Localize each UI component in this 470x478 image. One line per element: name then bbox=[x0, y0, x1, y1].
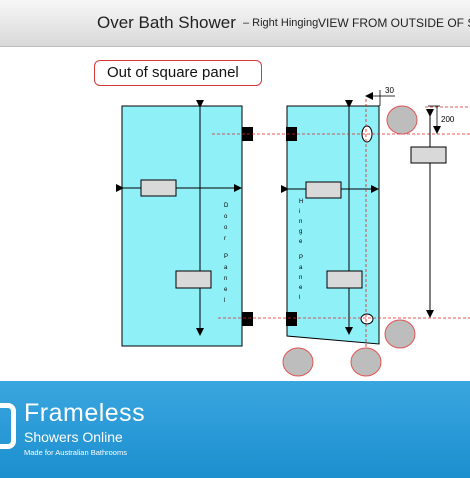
hole-marker-top bbox=[386, 105, 418, 135]
door-label-letter: e bbox=[224, 287, 228, 293]
hinge-label-letter: P bbox=[299, 255, 303, 261]
hinge-bracket-panel-upper bbox=[286, 127, 297, 141]
hinge-label-letter: a bbox=[299, 265, 303, 271]
hole-marker-right-bottom bbox=[384, 319, 416, 349]
page-subtitle: – Right Hinging bbox=[243, 17, 319, 29]
door-label-letter: n bbox=[224, 276, 227, 282]
hinge-label-letter: l bbox=[299, 295, 300, 301]
hinge-label-letter: H bbox=[299, 199, 303, 205]
brand-name: Frameless bbox=[24, 399, 146, 427]
hinge-label-letter: n bbox=[299, 219, 302, 225]
brand-tagline: Made for Australian Bathrooms bbox=[24, 448, 127, 457]
hole-markers bbox=[282, 105, 418, 377]
view-label: VIEW FROM OUTSIDE OF SH bbox=[318, 16, 470, 30]
drill-hole-lower bbox=[360, 313, 374, 325]
page-title: Over Bath Shower bbox=[97, 13, 236, 32]
door-label-letter: a bbox=[224, 265, 228, 271]
door-handle-upper bbox=[140, 179, 177, 197]
door-handle-lower bbox=[175, 270, 212, 289]
door-label-letter: P bbox=[224, 254, 228, 260]
door-label-letter: l bbox=[224, 298, 225, 304]
hole-marker-bottom-left bbox=[282, 347, 314, 377]
hinge-bracket-panel-lower bbox=[286, 312, 297, 326]
hole-marker-bottom-right bbox=[350, 347, 382, 377]
hinge-label-letter: i bbox=[299, 209, 300, 215]
door-panel-label: D o o r P a n e l bbox=[224, 203, 229, 304]
hinge-label-letter: n bbox=[299, 275, 302, 281]
footer-bar: Frameless Showers Online Made for Austra… bbox=[0, 381, 470, 478]
door-label-letter: D bbox=[224, 203, 229, 209]
door-panel bbox=[121, 105, 243, 347]
hinge-panel-handle-lower bbox=[326, 270, 363, 289]
hinge-label-letter: e bbox=[299, 285, 303, 291]
out-of-square-callout: Out of square panel bbox=[94, 60, 262, 86]
hinge-label-letter: e bbox=[299, 239, 303, 245]
hinge-panel-handle-upper bbox=[305, 181, 342, 199]
hinge-panel-label: H i n g e P a n e l bbox=[299, 199, 303, 301]
header-bar: Over Bath Shower – Right Hinging VIEW FR… bbox=[0, 0, 470, 47]
panel-diagram: D o o r P a n e l H i n g e P a n e l bbox=[116, 86, 470, 377]
door-label-letter: r bbox=[224, 236, 226, 242]
dimension-200-label: 200 bbox=[441, 115, 455, 124]
hinge-bracket-door-lower bbox=[242, 312, 253, 326]
hinge-label-letter: g bbox=[299, 229, 302, 235]
door-label-letter: o bbox=[224, 225, 228, 231]
side-handle bbox=[410, 146, 447, 164]
door-label-letter: o bbox=[224, 214, 228, 220]
brand-logo-icon bbox=[0, 403, 16, 449]
brand-subname: Showers Online bbox=[24, 429, 123, 445]
dimension-30-label: 30 bbox=[385, 86, 394, 95]
